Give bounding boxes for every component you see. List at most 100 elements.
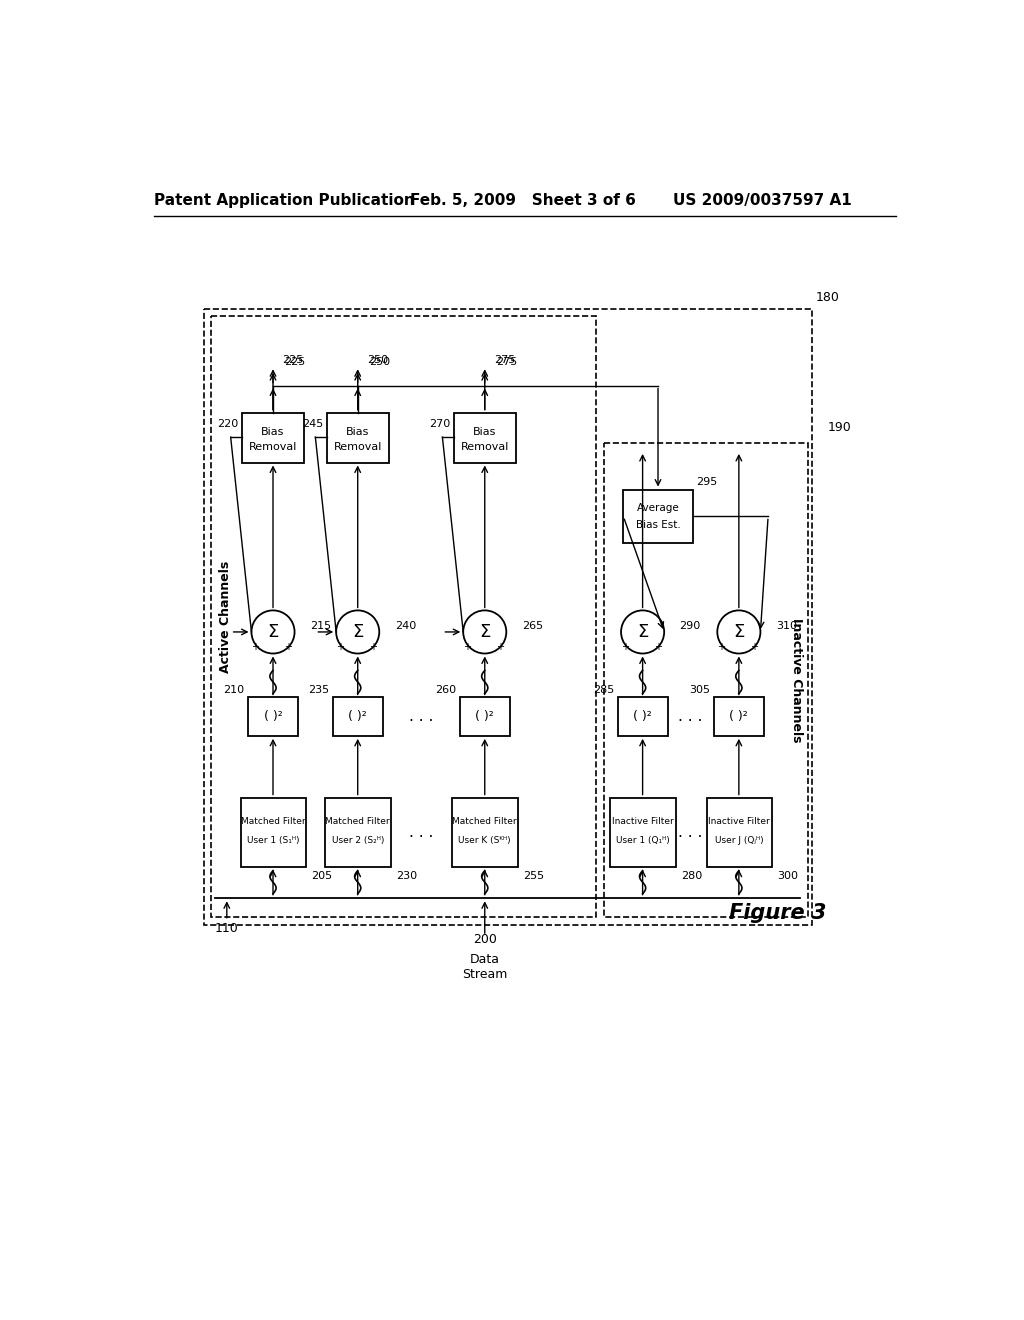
Text: ( )²: ( )²: [475, 710, 495, 723]
Circle shape: [717, 610, 761, 653]
Text: . . .: . . .: [678, 709, 702, 725]
Text: . . .: . . .: [409, 825, 433, 840]
Circle shape: [336, 610, 379, 653]
Bar: [243, 412, 304, 462]
Text: 245: 245: [302, 418, 323, 429]
Text: 260: 260: [435, 685, 457, 694]
Bar: [707, 797, 772, 867]
Text: +: +: [717, 643, 725, 652]
Bar: [604, 444, 808, 917]
Bar: [454, 412, 515, 462]
Bar: [460, 697, 510, 737]
Text: 270: 270: [429, 418, 451, 429]
Text: 290: 290: [680, 620, 700, 631]
Text: 265: 265: [521, 620, 543, 631]
Text: +: +: [336, 643, 344, 652]
Text: 275: 275: [497, 358, 517, 367]
Text: 180: 180: [816, 290, 840, 304]
Text: 225: 225: [283, 355, 303, 366]
Bar: [333, 697, 383, 737]
Text: 210: 210: [223, 685, 245, 694]
Text: 285: 285: [593, 685, 614, 694]
Text: +: +: [751, 643, 758, 652]
Text: Matched Filter: Matched Filter: [453, 817, 517, 826]
Bar: [624, 490, 692, 544]
Text: Bias: Bias: [473, 426, 497, 437]
Bar: [610, 797, 676, 867]
Text: Σ: Σ: [733, 623, 744, 642]
Text: User 1 (S₁ᴴ): User 1 (S₁ᴴ): [247, 836, 299, 845]
Text: Bias: Bias: [346, 426, 370, 437]
Text: User 2 (S₂ᴴ): User 2 (S₂ᴴ): [332, 836, 384, 845]
Text: 250: 250: [367, 355, 388, 366]
Circle shape: [252, 610, 295, 653]
Text: +: +: [654, 643, 662, 652]
Bar: [249, 697, 298, 737]
Text: 205: 205: [311, 871, 333, 880]
Bar: [714, 697, 764, 737]
Bar: [241, 797, 306, 867]
Text: Figure 3: Figure 3: [729, 903, 826, 923]
Text: Active Channels: Active Channels: [219, 561, 231, 673]
Text: 300: 300: [777, 871, 799, 880]
Text: User K (Sᴷᴴ): User K (Sᴷᴴ): [459, 836, 511, 845]
Circle shape: [621, 610, 665, 653]
Text: 295: 295: [696, 477, 718, 487]
Text: 220: 220: [217, 418, 239, 429]
Text: Matched Filter: Matched Filter: [241, 817, 305, 826]
Text: Σ: Σ: [352, 623, 364, 642]
Text: Inactive Channels: Inactive Channels: [791, 618, 803, 742]
Text: 305: 305: [689, 685, 711, 694]
Text: ( )²: ( )²: [348, 710, 367, 723]
Text: Σ: Σ: [637, 623, 648, 642]
Text: 255: 255: [523, 871, 545, 880]
Bar: [617, 697, 668, 737]
Text: ( )²: ( )²: [263, 710, 283, 723]
Text: Inactive Filter: Inactive Filter: [708, 817, 770, 826]
Text: 200: 200: [473, 933, 497, 946]
Text: . . .: . . .: [678, 825, 702, 840]
Text: Removal: Removal: [461, 441, 509, 451]
Bar: [453, 797, 518, 867]
Text: +: +: [285, 643, 293, 652]
Text: 215: 215: [310, 620, 331, 631]
Text: 235: 235: [308, 685, 330, 694]
Text: ( )²: ( )²: [729, 710, 749, 723]
Text: 250: 250: [370, 358, 390, 367]
Text: Σ: Σ: [267, 623, 279, 642]
Text: +: +: [369, 643, 377, 652]
Text: 275: 275: [494, 355, 515, 366]
Bar: [204, 309, 812, 924]
Text: 225: 225: [285, 358, 306, 367]
Text: Σ: Σ: [479, 623, 490, 642]
Text: +: +: [463, 643, 471, 652]
Text: ( )²: ( )²: [633, 710, 652, 723]
Text: +: +: [621, 643, 629, 652]
Text: User J (Qⱼᴴ): User J (Qⱼᴴ): [715, 836, 763, 845]
Text: Removal: Removal: [249, 441, 297, 451]
Text: Feb. 5, 2009   Sheet 3 of 6: Feb. 5, 2009 Sheet 3 of 6: [411, 193, 636, 209]
Bar: [327, 412, 388, 462]
Bar: [326, 797, 391, 867]
Text: Average: Average: [637, 503, 679, 513]
Text: +: +: [251, 643, 259, 652]
Text: Bias: Bias: [261, 426, 285, 437]
Bar: [211, 317, 596, 917]
Circle shape: [463, 610, 506, 653]
Text: 190: 190: [827, 421, 851, 434]
Text: Inactive Filter: Inactive Filter: [611, 817, 674, 826]
Text: 280: 280: [681, 871, 702, 880]
Text: Removal: Removal: [334, 441, 382, 451]
Text: User 1 (Q₁ᴴ): User 1 (Q₁ᴴ): [615, 836, 670, 845]
Text: 110: 110: [215, 921, 239, 935]
Text: Stream: Stream: [462, 968, 508, 981]
Text: Patent Application Publication: Patent Application Publication: [155, 193, 415, 209]
Text: Matched Filter: Matched Filter: [326, 817, 390, 826]
Text: 240: 240: [394, 620, 416, 631]
Text: US 2009/0037597 A1: US 2009/0037597 A1: [673, 193, 851, 209]
Text: Bias Est.: Bias Est.: [636, 520, 680, 529]
Text: Data: Data: [470, 953, 500, 966]
Text: 310: 310: [776, 620, 797, 631]
Text: . . .: . . .: [409, 709, 433, 725]
Text: 230: 230: [396, 871, 418, 880]
